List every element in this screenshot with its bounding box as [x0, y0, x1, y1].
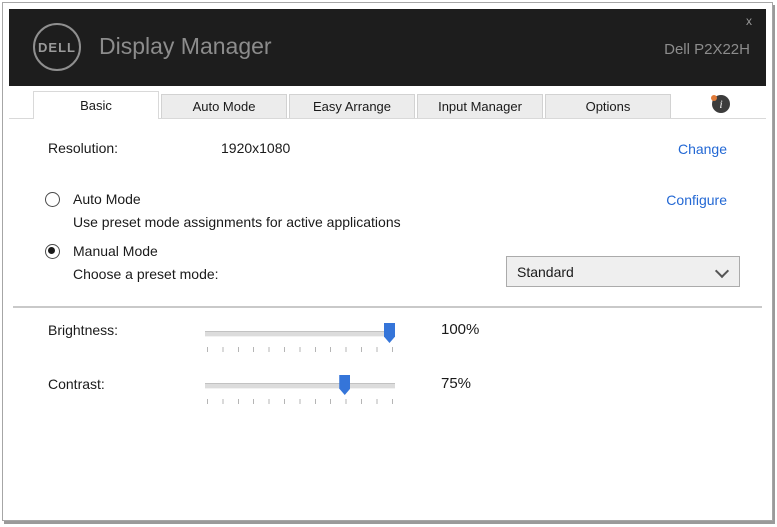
ddm-window: DELL Display Manager Dell P2X22H x Basic…: [2, 2, 773, 521]
auto-mode-label[interactable]: Auto Mode: [73, 191, 141, 207]
contrast-slider-thumb[interactable]: [339, 375, 351, 395]
dell-logo-text: DELL: [38, 39, 76, 55]
preset-mode-value: Standard: [517, 263, 574, 280]
monitor-model-label: Dell P2X22H: [664, 41, 750, 58]
brightness-tick-marks: [207, 347, 393, 352]
tab-options[interactable]: Options: [545, 94, 671, 118]
basic-panel: Resolution: 1920x1080 Change Auto Mode U…: [9, 118, 766, 514]
resolution-label: Resolution:: [48, 140, 119, 156]
configure-link[interactable]: Configure: [666, 192, 727, 208]
close-icon[interactable]: x: [746, 14, 752, 28]
resolution-value: 1920x1080: [221, 140, 291, 156]
tab-bar: Basic Auto Mode Easy Arrange Input Manag…: [9, 91, 766, 119]
brightness-slider-thumb[interactable]: [384, 323, 395, 343]
auto-mode-radio[interactable]: [45, 192, 60, 207]
tab-easy-arrange[interactable]: Easy Arrange: [289, 94, 415, 118]
preset-mode-dropdown[interactable]: Standard: [506, 256, 740, 287]
tab-basic[interactable]: Basic: [33, 91, 159, 119]
tab-auto-mode[interactable]: Auto Mode: [161, 94, 287, 118]
manual-mode-description: Choose a preset mode:: [73, 266, 219, 282]
brightness-label: Brightness:: [48, 322, 119, 338]
contrast-label: Contrast:: [48, 376, 105, 392]
dell-logo-icon: DELL: [33, 23, 81, 71]
auto-mode-description: Use preset mode assignments for active a…: [73, 214, 401, 230]
info-icon[interactable]: i: [711, 95, 730, 113]
section-divider: [13, 306, 762, 308]
brightness-value: 100%: [441, 321, 480, 338]
tab-input-manager[interactable]: Input Manager: [417, 94, 543, 118]
app-title: Display Manager: [99, 33, 272, 59]
manual-mode-label[interactable]: Manual Mode: [73, 243, 158, 259]
chevron-down-icon: [714, 263, 730, 279]
window-header: DELL Display Manager Dell P2X22H x: [9, 9, 766, 86]
brightness-slider[interactable]: [205, 323, 395, 343]
contrast-slider[interactable]: [205, 375, 395, 395]
change-link[interactable]: Change: [677, 141, 727, 157]
contrast-tick-marks: [207, 399, 393, 404]
manual-mode-radio[interactable]: [45, 244, 60, 259]
contrast-value: 75%: [441, 375, 472, 392]
